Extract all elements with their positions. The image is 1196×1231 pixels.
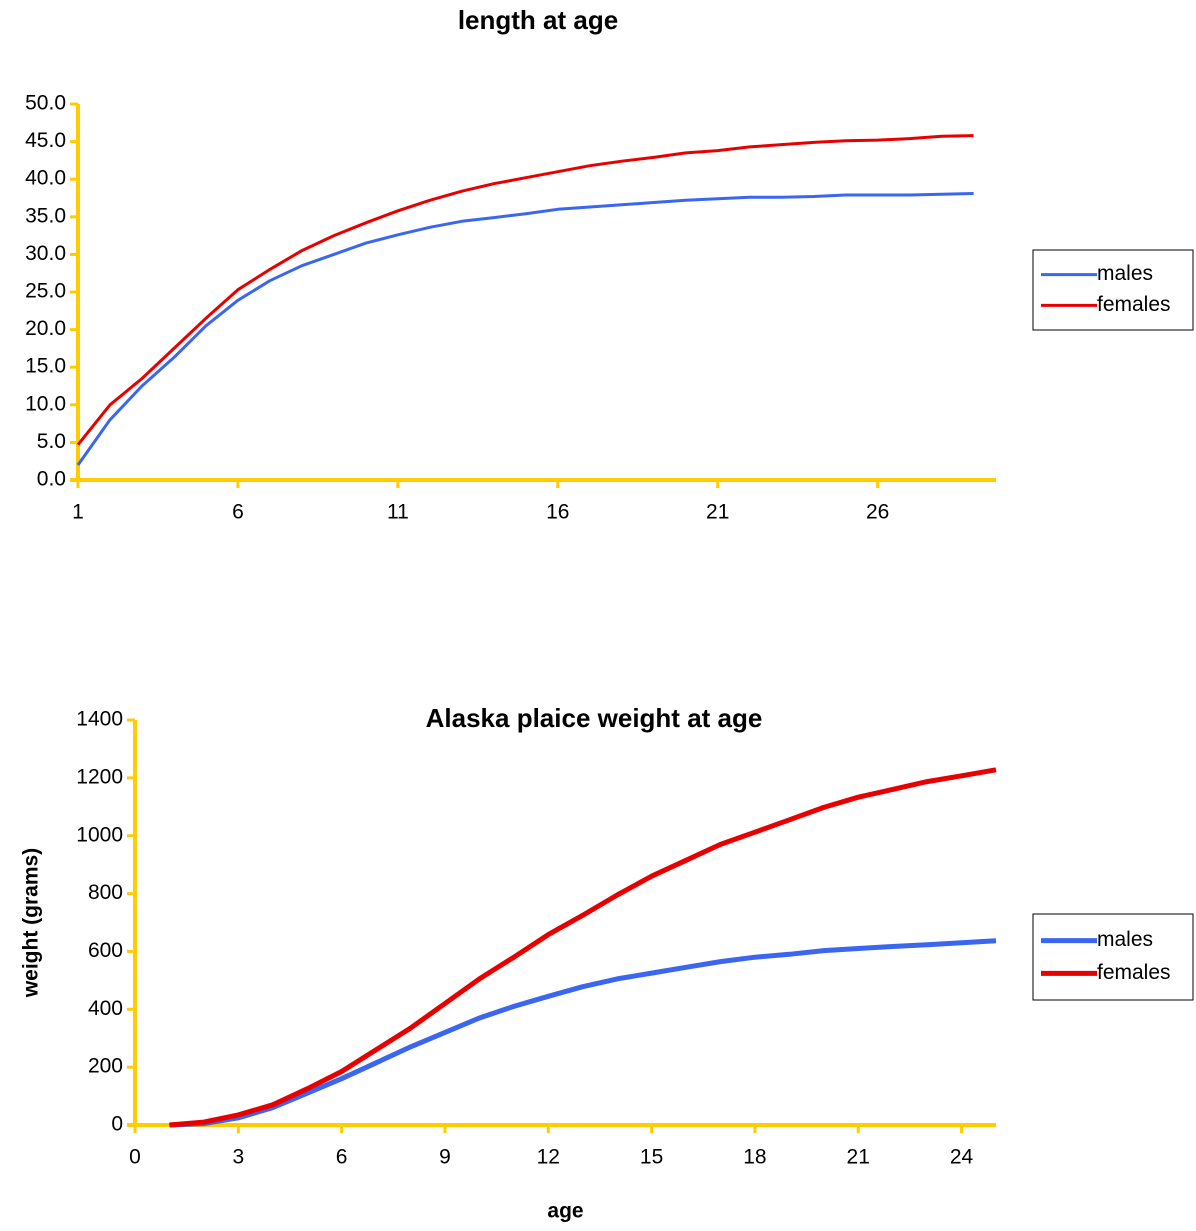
y-tick-label: 10.0 [25, 392, 66, 415]
legend-box [1032, 249, 1194, 331]
legend-label: females [1097, 961, 1171, 984]
y-axis-label: weight (grams) [20, 848, 43, 998]
y-tick-label: 35.0 [25, 204, 66, 227]
x-tick-label: 26 [866, 501, 889, 524]
series-line [169, 938, 997, 1128]
x-tick-label: 11 [387, 501, 409, 524]
x-tick-label: 6 [232, 501, 244, 524]
x-tick-label: 1 [72, 501, 84, 524]
y-tick-label: 40.0 [25, 167, 66, 190]
y-tick-label: 20.0 [25, 317, 66, 340]
y-tick-label: 1400 [76, 708, 123, 731]
x-tick-label: 9 [439, 1146, 451, 1169]
x-tick-label: 3 [232, 1146, 244, 1169]
x-tick-label: 6 [336, 1146, 348, 1169]
x-tick-label: 21 [847, 1146, 870, 1169]
x-tick-label: 24 [950, 1146, 974, 1169]
y-tick-label: 400 [88, 997, 123, 1020]
series-line [76, 192, 974, 466]
y-tick-label: 1000 [76, 823, 123, 846]
legend-label: males [1097, 262, 1153, 285]
y-tick-label: 600 [88, 939, 123, 962]
y-tick-label: 30.0 [25, 242, 66, 265]
y-tick-label: 5.0 [37, 430, 66, 453]
y-tick-label: 50.0 [25, 92, 66, 115]
y-tick-label: 25.0 [25, 280, 66, 303]
y-tick-label: 800 [88, 881, 123, 904]
chart-title: Alaska plaice weight at age [426, 703, 763, 733]
legend-box [1032, 913, 1194, 1001]
series-line [169, 767, 997, 1128]
y-tick-label: 15.0 [25, 355, 66, 378]
y-tick-label: 200 [88, 1055, 123, 1078]
legend-label: males [1097, 928, 1153, 951]
x-tick-label: 16 [546, 501, 569, 524]
y-tick-label: 0 [111, 1113, 123, 1136]
legend-label: females [1097, 293, 1171, 316]
x-tick-label: 18 [743, 1146, 766, 1169]
chart-title: length at age [458, 5, 618, 35]
x-tick-label: 0 [129, 1146, 141, 1169]
y-tick-label: 1200 [76, 765, 123, 788]
y-tick-label: 45.0 [25, 129, 66, 152]
x-tick-label: 21 [706, 501, 729, 524]
series-line [76, 134, 974, 446]
x-axis-label: age [547, 1200, 583, 1223]
x-tick-label: 15 [640, 1146, 663, 1169]
x-tick-label: 12 [537, 1146, 560, 1169]
y-tick-label: 0.0 [37, 468, 66, 491]
